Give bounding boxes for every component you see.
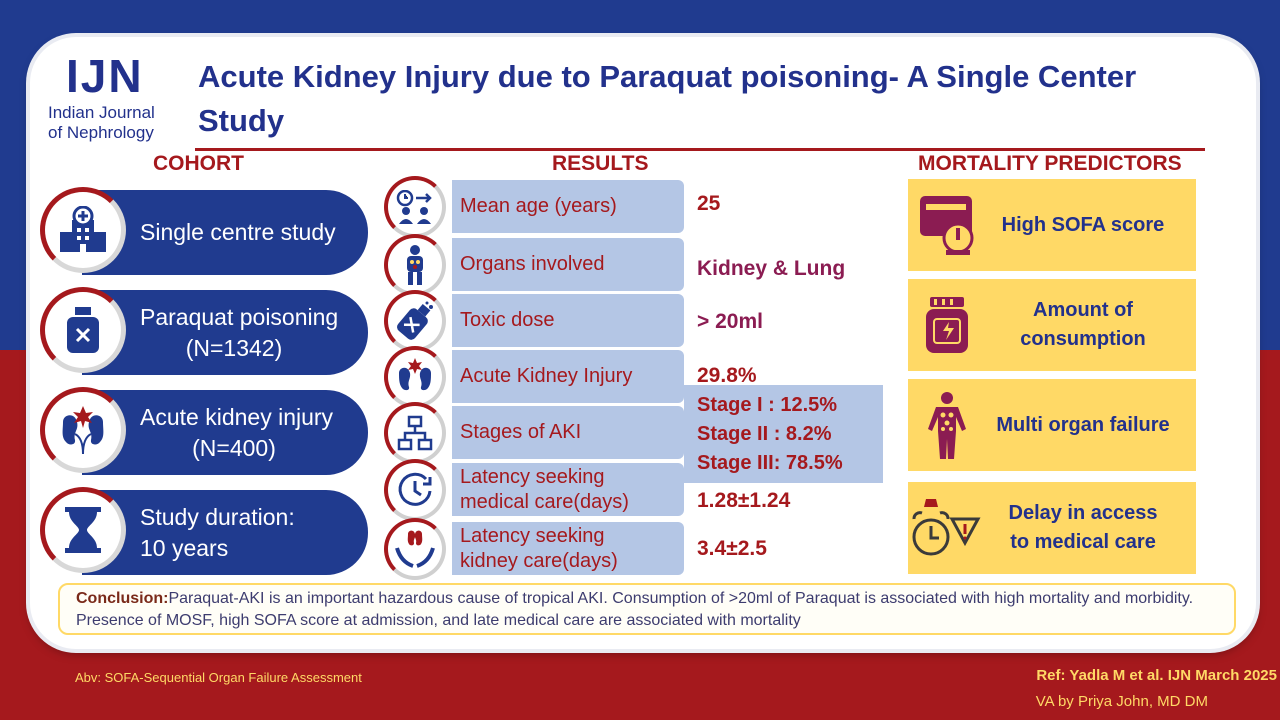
stage-line: Stage I : 12.5% [697,394,838,416]
mortality-text: Delay in access [1008,502,1158,524]
conclusion-label: Conclusion: [76,590,169,607]
result-label: Acute Kidney Injury [452,350,684,403]
result-value: Kidney & Lung [697,257,846,280]
result-label: Toxic dose [452,294,684,347]
age-icon [384,176,446,238]
logo-line1: Indian Journal [48,103,155,122]
result-value: 29.8% [697,364,757,387]
mortality-item: Amount of consumption [908,279,1196,371]
result-label: Mean age (years) [452,180,684,233]
abbreviation-note: Abv: SOFA-Sequential Organ Failure Asses… [75,670,362,685]
body-organs-icon [912,390,982,460]
injured-kidney-icon [40,387,126,473]
result-label: Latency seeking medical care(days) [452,463,684,516]
result-label-text: Stages of AKI [460,421,582,443]
jar-icon [912,290,982,360]
hospital-icon [40,187,126,273]
cohort-heading: COHORT [153,152,244,175]
conclusion-text: Paraquat-AKI is an important hazardous c… [76,590,1194,629]
cohort-text: Acute kidney injury [140,403,334,430]
conclusion-box: Conclusion:Paraquat-AKI is an important … [58,583,1236,635]
clock-icon [384,459,446,521]
cohort-item-duration: Study duration: 10 years [82,490,368,575]
mortality-heading: MORTALITY PREDICTORS [918,152,1182,175]
result-label: Stages of AKI [452,406,684,459]
result-label-text: Acute Kidney Injury [460,365,633,387]
mortality-item: High SOFA score [908,179,1196,271]
mortality-text: High SOFA score [1001,213,1165,236]
result-value: 3.4±2.5 [697,537,767,560]
mortality-item: Multi organ failure [908,379,1196,471]
result-label: Latency seeking kidney care(days) [452,522,684,575]
cohort-item-paraquat: Paraquat poisoning (N=1342) [82,290,368,375]
hierarchy-icon [384,402,446,464]
result-label-text: Organs involved [460,253,605,275]
page-title: Acute Kidney Injury due to Paraquat pois… [198,59,1137,138]
cohort-text: Study duration: [140,503,295,530]
kidney-care-icon [384,518,446,580]
stage-line: Stage III: 78.5% [697,452,843,474]
sofa-score-icon [912,190,982,260]
infographic-card: IJN Indian Journal of Nephrology Acute K… [30,37,1256,649]
cohort-subtext: (N=1342) [185,334,283,361]
stage-line: Stage II : 8.2% [697,423,832,445]
cohort-text: Single centre study [140,219,336,245]
result-label-text: kidney care(days) [460,549,618,572]
toxic-bottle-icon [384,290,446,352]
organs-icon [384,234,446,296]
result-value: 25 [697,192,721,215]
cohort-subtext: (N=400) [192,434,276,461]
result-label-text: Toxic dose [460,309,555,331]
result-label-text: Mean age (years) [460,195,617,217]
results-heading: RESULTS [552,152,649,175]
mortality-text: to medical care [1010,531,1156,553]
journal-logo: IJN Indian Journal of Nephrology [48,53,188,143]
cohort-text: Paraquat poisoning [140,303,339,330]
logo-line2: of Nephrology [48,123,154,142]
cohort-item-single-centre: Single centre study [82,190,368,275]
cohort-item-aki: Acute kidney injury (N=400) [82,390,368,475]
kidney-injury-icon [384,346,446,408]
logo-abbr: IJN [66,50,144,102]
mortality-text: Multi organ failure [996,413,1170,436]
mortality-text: Amount of [1033,299,1133,321]
cohort-subtext: 10 years [140,534,229,561]
result-value: 1.28±1.24 [697,489,791,512]
result-value: > 20ml [697,310,763,333]
title-divider [195,148,1205,151]
mortality-text: consumption [1020,328,1146,350]
poison-bottle-icon [40,287,126,373]
result-label-text: Latency seeking [460,524,605,547]
alarm-clock-icon [912,493,982,563]
visual-abstract-credit: VA by Priya John, MD DM [1035,693,1208,710]
aki-stages-box: Stage I : 12.5% Stage II : 8.2% Stage II… [684,385,883,483]
reference-text: Ref: Yadla M et al. IJN March 2025 [1036,667,1277,684]
result-label: Organs involved [452,238,684,291]
result-label-text: Latency seeking [460,465,605,488]
hourglass-icon [40,487,126,573]
result-label-text: medical care(days) [460,490,629,513]
mortality-item: Delay in access to medical care [908,482,1196,574]
